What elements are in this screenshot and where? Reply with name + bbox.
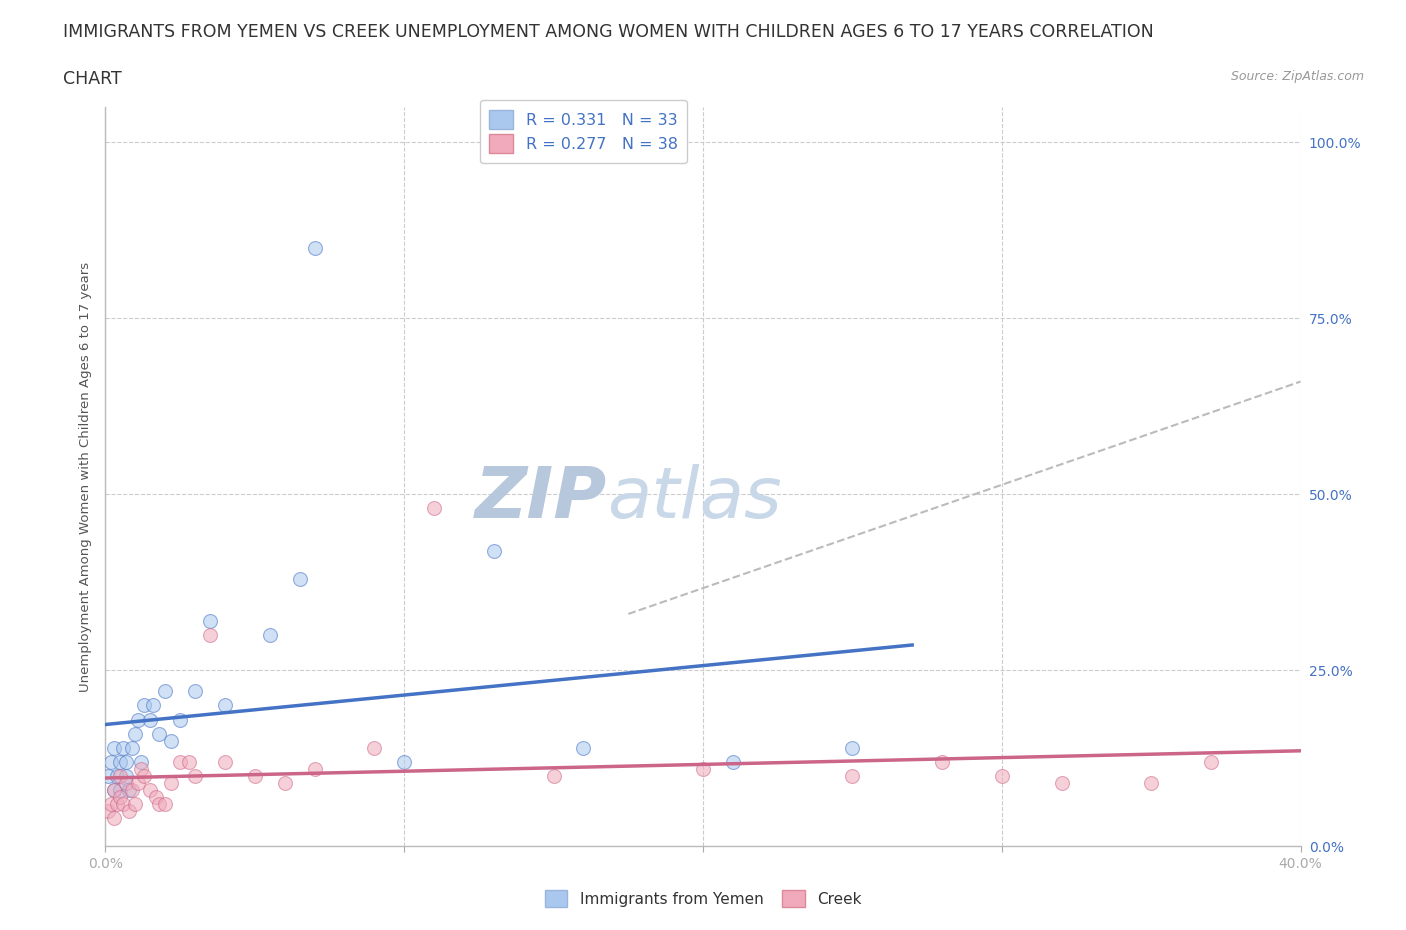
Point bbox=[129, 762, 153, 777]
Point bbox=[110, 782, 132, 797]
Point bbox=[121, 740, 143, 755]
Point bbox=[304, 762, 326, 777]
Point bbox=[110, 790, 132, 804]
Point bbox=[1050, 776, 1073, 790]
Legend: Immigrants from Yemen, Creek: Immigrants from Yemen, Creek bbox=[538, 884, 868, 913]
Point bbox=[482, 543, 505, 558]
Point bbox=[841, 740, 863, 755]
Point bbox=[692, 762, 714, 777]
Text: CHART: CHART bbox=[63, 70, 122, 87]
Point bbox=[103, 782, 125, 797]
Point bbox=[363, 740, 385, 755]
Point bbox=[177, 754, 201, 769]
Point bbox=[110, 768, 132, 783]
Point bbox=[110, 754, 132, 769]
Point bbox=[990, 768, 1012, 783]
Point bbox=[97, 804, 120, 818]
Point bbox=[160, 776, 183, 790]
Text: ZIP: ZIP bbox=[475, 464, 607, 533]
Point bbox=[155, 797, 177, 812]
Point bbox=[841, 768, 863, 783]
Point bbox=[127, 712, 149, 727]
Point bbox=[1140, 776, 1163, 790]
Point bbox=[169, 712, 191, 727]
Point bbox=[112, 797, 135, 812]
Point bbox=[103, 740, 125, 755]
Point bbox=[214, 698, 236, 713]
Point bbox=[124, 726, 146, 741]
Point bbox=[124, 797, 146, 812]
Point bbox=[142, 698, 165, 713]
Point bbox=[931, 754, 953, 769]
Point bbox=[97, 768, 120, 783]
Point bbox=[129, 754, 153, 769]
Legend: R = 0.331   N = 33, R = 0.277   N = 38: R = 0.331 N = 33, R = 0.277 N = 38 bbox=[479, 100, 688, 163]
Text: IMMIGRANTS FROM YEMEN VS CREEK UNEMPLOYMENT AMONG WOMEN WITH CHILDREN AGES 6 TO : IMMIGRANTS FROM YEMEN VS CREEK UNEMPLOYM… bbox=[63, 23, 1154, 41]
Point bbox=[394, 754, 416, 769]
Point bbox=[198, 614, 221, 629]
Point bbox=[134, 768, 156, 783]
Text: Source: ZipAtlas.com: Source: ZipAtlas.com bbox=[1230, 70, 1364, 83]
Point bbox=[184, 684, 207, 698]
Point bbox=[243, 768, 266, 783]
Point bbox=[115, 776, 138, 790]
Point bbox=[121, 782, 143, 797]
Point bbox=[423, 501, 446, 516]
Point bbox=[1199, 754, 1222, 769]
Point bbox=[214, 754, 236, 769]
Point bbox=[115, 754, 138, 769]
Point bbox=[107, 797, 129, 812]
Point bbox=[107, 768, 129, 783]
Point bbox=[118, 804, 141, 818]
Point bbox=[115, 768, 138, 783]
Point bbox=[160, 733, 183, 748]
Point bbox=[288, 571, 311, 586]
Point bbox=[139, 712, 162, 727]
Y-axis label: Unemployment Among Women with Children Ages 6 to 17 years: Unemployment Among Women with Children A… bbox=[79, 261, 93, 692]
Point bbox=[169, 754, 191, 769]
Point bbox=[572, 740, 595, 755]
Text: atlas: atlas bbox=[607, 464, 782, 533]
Point bbox=[543, 768, 565, 783]
Point bbox=[139, 782, 162, 797]
Point bbox=[103, 782, 125, 797]
Point bbox=[198, 628, 221, 643]
Point bbox=[148, 726, 170, 741]
Point bbox=[148, 797, 170, 812]
Point bbox=[184, 768, 207, 783]
Point bbox=[304, 240, 326, 255]
Point bbox=[112, 740, 135, 755]
Point bbox=[259, 628, 281, 643]
Point bbox=[118, 782, 141, 797]
Point bbox=[721, 754, 744, 769]
Point bbox=[145, 790, 167, 804]
Point bbox=[155, 684, 177, 698]
Point bbox=[273, 776, 295, 790]
Point bbox=[100, 797, 122, 812]
Point bbox=[134, 698, 156, 713]
Point bbox=[103, 811, 125, 826]
Point bbox=[127, 776, 149, 790]
Point bbox=[100, 754, 122, 769]
